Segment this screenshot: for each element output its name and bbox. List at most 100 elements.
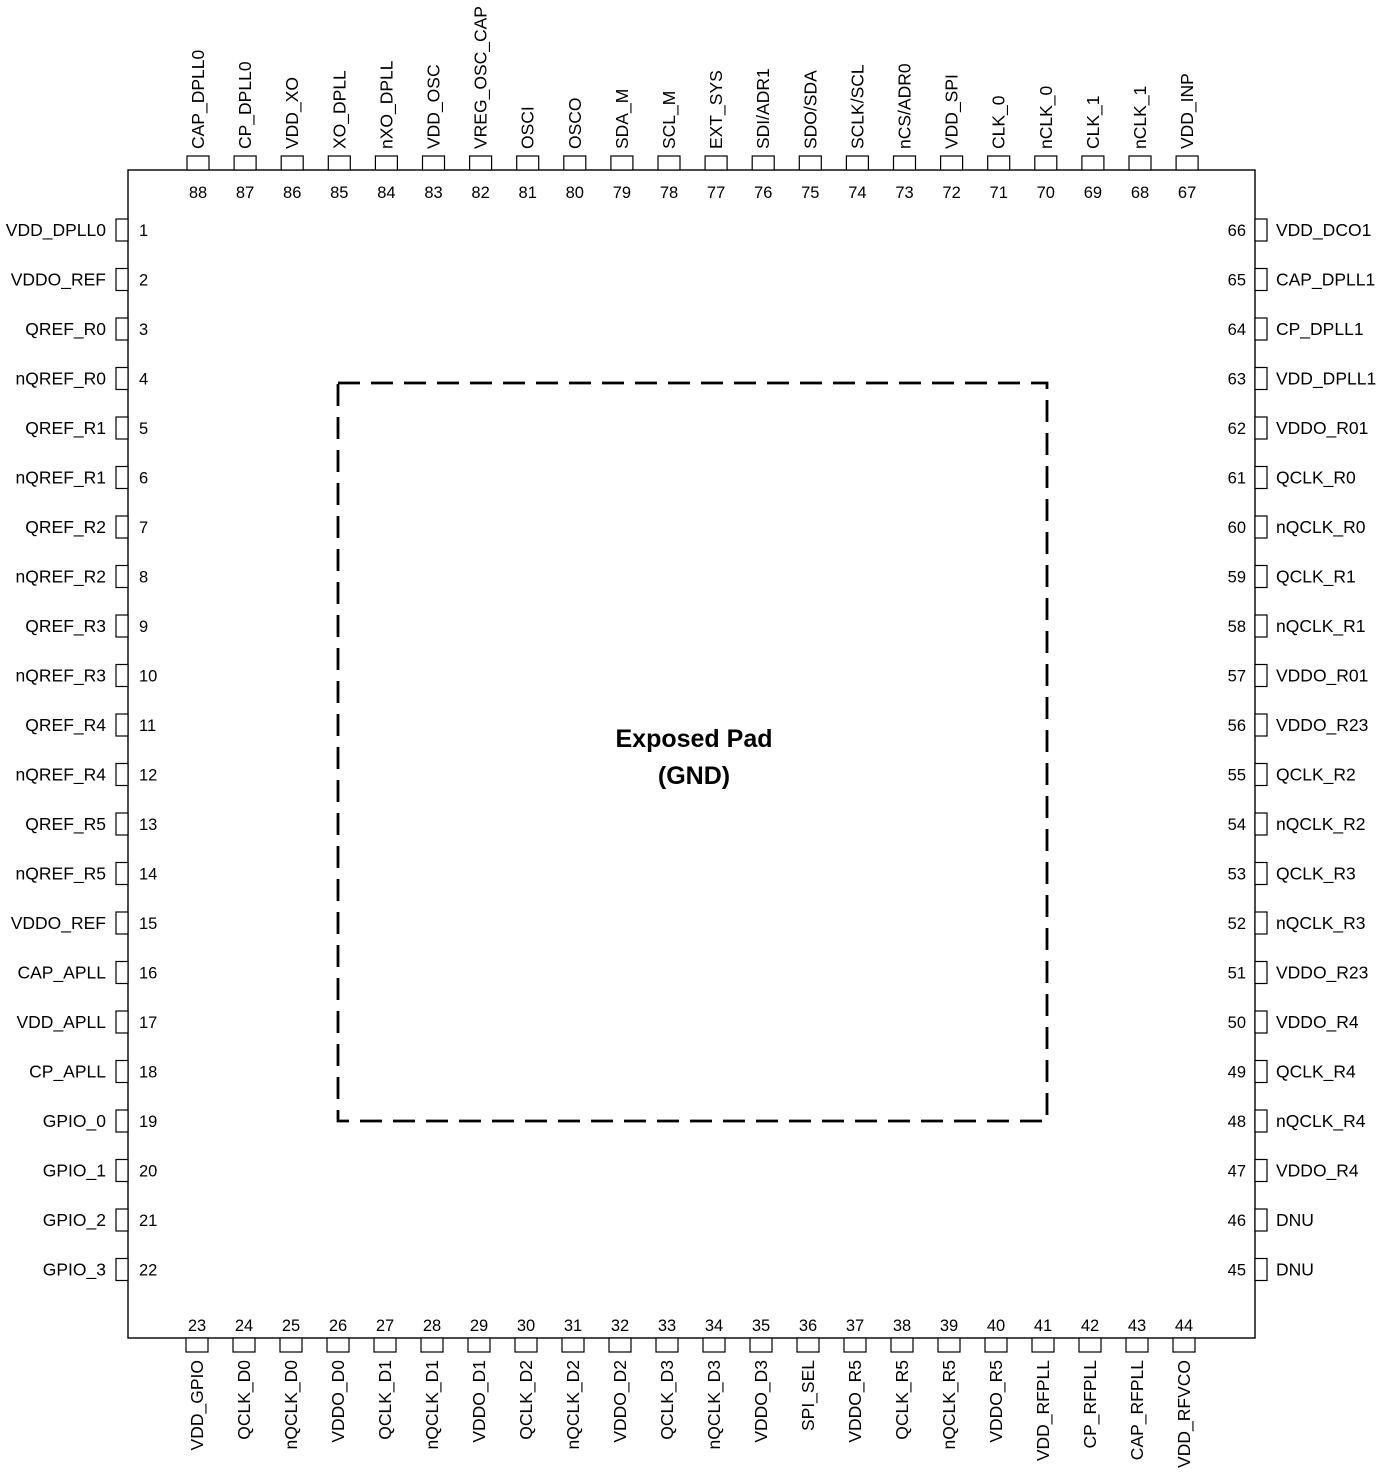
pin-number: 78 [660, 184, 678, 202]
pin-36: 36 SPI_SEL [796, 1317, 820, 1431]
pin-number: 32 [611, 1317, 629, 1335]
pin-15: VDDO_REF 15 [11, 911, 157, 935]
pin-pad [1175, 155, 1199, 171]
pin-pad [655, 1337, 679, 1353]
pin-name: EXT_SYS [706, 70, 727, 149]
pin-number: 42 [1081, 1317, 1099, 1335]
pin-number: 2 [139, 272, 148, 290]
pin-name: QCLK_R4 [1276, 1062, 1356, 1083]
pin-name: VDD_DPLL1 [1276, 369, 1376, 390]
pin-pad [115, 218, 129, 242]
pin-27: 27 QCLK_D1 [373, 1317, 397, 1440]
pin-number: 9 [139, 618, 148, 636]
pin-number: 41 [1034, 1317, 1052, 1335]
pin-number: 19 [139, 1113, 157, 1131]
pin-name: VDDO_REF [11, 913, 106, 934]
pin-59: QCLK_R1 59 [1228, 564, 1356, 589]
pin-name: CAP_APLL [17, 963, 106, 984]
pin-70: 70 nCLK_0 [1034, 85, 1058, 202]
pin-pad [420, 1337, 444, 1353]
pin-number: 38 [893, 1317, 911, 1335]
pin-number: 43 [1128, 1317, 1146, 1335]
pin-28: 28 nQCLK_D1 [420, 1317, 444, 1450]
pin-number: 13 [139, 816, 157, 834]
pin-75: 75 SDO/SDA [798, 70, 822, 202]
pin-pad [115, 861, 129, 886]
pin-name: SDO/SDA [800, 70, 820, 149]
pin-number: 31 [564, 1317, 582, 1335]
pin-pad [373, 1337, 397, 1353]
pin-number: 51 [1228, 965, 1246, 983]
pin-name: VDDO_D2 [610, 1360, 631, 1443]
pin-number: 58 [1228, 618, 1246, 636]
right-pins: VDD_DCO1 66 CAP_DPLL1 65 CP_DPLL1 64 VDD_DPLL1… [1228, 218, 1376, 1282]
pin-9: QREF_R3 9 [25, 614, 148, 638]
pin-pad [115, 762, 129, 787]
pin-name: nQCLK_D1 [422, 1360, 443, 1450]
pin-name: GPIO_2 [43, 1210, 106, 1231]
pin-number: 20 [139, 1163, 157, 1181]
pin-number: 39 [940, 1317, 958, 1335]
pin-20: GPIO_1 20 [43, 1158, 157, 1183]
pin-pad [233, 155, 257, 171]
pin-pad [751, 155, 775, 171]
pin-pad [115, 911, 129, 935]
exposed-pad-title: Exposed Pad [616, 725, 773, 753]
pin-name: OSCI [518, 106, 538, 149]
pin-number: 24 [235, 1317, 253, 1335]
pin-18: CP_APLL 18 [29, 1059, 157, 1084]
pin-pad [326, 1337, 350, 1353]
pin-pad [1128, 155, 1152, 171]
pin-number: 48 [1228, 1113, 1246, 1131]
pin-pad [327, 155, 351, 171]
pin-pad [115, 1158, 129, 1183]
pin-pad [843, 1337, 867, 1353]
pin-number: 22 [139, 1262, 157, 1280]
pin-name: QREF_R2 [25, 517, 106, 538]
pin-number: 82 [471, 184, 489, 202]
pin-63: VDD_DPLL1 63 [1228, 366, 1376, 391]
pin-number: 79 [613, 184, 631, 202]
pin-name: VDD_APLL [17, 1012, 107, 1033]
pin-pad [280, 155, 304, 171]
pin-name: nQCLK_D0 [281, 1360, 302, 1450]
pin-pad [232, 1337, 256, 1353]
pin-23: 23 VDD_GPIO [185, 1317, 209, 1450]
pin-name: QCLK_R2 [1276, 765, 1356, 786]
pin-pad [1254, 1158, 1268, 1183]
pin-number: 4 [139, 371, 148, 389]
pin-name: nQCLK_D2 [563, 1360, 584, 1450]
pin-84: 84 nXO_DPLL [374, 60, 398, 202]
pin-number: 14 [139, 866, 157, 884]
pin-pad [279, 1337, 303, 1353]
pin-number: 3 [139, 321, 148, 339]
pin-number: 71 [990, 184, 1008, 202]
pin-8: nQREF_R2 8 [16, 564, 148, 589]
pin-name: VDD_RFPLL [1033, 1360, 1054, 1461]
pin-number: 11 [139, 717, 156, 735]
pin-number: 16 [139, 965, 157, 983]
pin-pad [937, 1337, 961, 1353]
pin-number: 83 [424, 184, 442, 202]
exposed-pad-subtitle: (GND) [658, 762, 730, 790]
package-body [127, 169, 1256, 1339]
pin-78: 78 SCL_M [657, 91, 681, 202]
pin-83: 83 VDD_OSC [421, 64, 446, 202]
pin-number: 29 [470, 1317, 488, 1335]
pin-48: nQCLK_R4 48 [1228, 1109, 1366, 1133]
pin-name: VDD_GPIO [187, 1360, 208, 1450]
pin-79: 79 SDA_M [610, 89, 634, 202]
pin-number: 40 [987, 1317, 1005, 1335]
pin-number: 85 [330, 184, 348, 202]
pin-number: 73 [895, 184, 913, 202]
pin-42: 42 CP_RFPLL [1078, 1317, 1102, 1449]
pin-pad [1254, 812, 1268, 836]
pin-number: 26 [329, 1317, 347, 1335]
pin-pad [115, 1109, 129, 1133]
pin-number: 67 [1178, 184, 1196, 202]
pin-name: CP_RFPLL [1080, 1360, 1101, 1449]
pin-number: 77 [707, 184, 725, 202]
pin-number: 86 [283, 184, 301, 202]
pin-pad [1254, 1208, 1268, 1232]
